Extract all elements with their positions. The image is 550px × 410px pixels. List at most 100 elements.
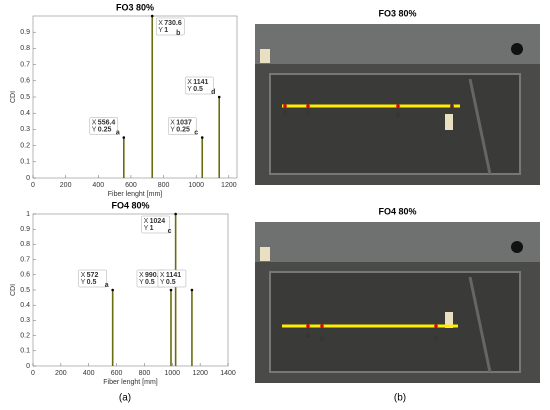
fiber-marker	[434, 324, 438, 328]
y-tick-label: 0.2	[20, 332, 30, 339]
y-tick-label: 0.7	[20, 256, 30, 263]
datatip-y-value: 0.5	[145, 279, 155, 286]
y-tick-label: 0.9	[20, 29, 30, 36]
datatip-y-value: 0.25	[98, 126, 112, 133]
fiber-marker	[450, 104, 454, 108]
y-tick-label: 0.4	[20, 110, 30, 117]
y-tick-label: 0.1	[20, 159, 30, 166]
datatip-x-value: 1037	[176, 119, 192, 126]
fiber-marker-label: a	[306, 332, 310, 339]
x-tick-label: 0	[31, 182, 35, 189]
datatip-x-value: 556.4	[98, 119, 116, 126]
datatip-y-label: Y	[81, 279, 86, 286]
y-tick-label: 0.4	[20, 302, 30, 309]
y-tick-label: 0.6	[20, 78, 30, 85]
datatip-x-label: X	[158, 20, 163, 27]
datatip-x-label: X	[92, 119, 97, 126]
datatip	[184, 76, 214, 95]
x-tick-label: 1200	[221, 182, 237, 189]
datatip-x-label: X	[139, 272, 144, 279]
stem-point	[190, 288, 194, 292]
datatip-y-label: Y	[160, 279, 165, 286]
point-label: d	[211, 89, 215, 96]
x-tick-label: 0	[31, 370, 35, 377]
stem-point	[111, 288, 114, 292]
datatip-y-value: 0.5	[193, 86, 203, 93]
x-tick-label: 1000	[188, 182, 204, 189]
y-tick-label: 0	[26, 175, 30, 182]
tape	[260, 247, 270, 261]
x-tick-label: 400	[92, 182, 104, 189]
knob	[511, 43, 523, 55]
fiber-marker	[320, 324, 324, 328]
tape	[260, 49, 270, 63]
datatip-x-label: X	[144, 218, 149, 225]
tape	[445, 312, 453, 328]
datatip-x-label: X	[187, 79, 192, 86]
point-label: c	[168, 228, 172, 235]
datatip	[157, 269, 187, 288]
fiber-marker-label: a	[450, 103, 454, 110]
datatip-x-label: X	[160, 272, 165, 279]
datatip-y-label: Y	[158, 27, 163, 34]
stem-point	[122, 136, 126, 139]
y-tick-label: 0.3	[20, 317, 30, 324]
datatip	[155, 17, 185, 36]
y-tick-label: 0.7	[20, 61, 30, 68]
x-axis-label: Fiber lenght [mm]	[103, 379, 158, 386]
chart-title: FO4 80%	[111, 200, 149, 210]
x-tick-label: 800	[158, 182, 170, 189]
datatip-y-label: Y	[170, 126, 175, 133]
plot-area	[32, 15, 238, 179]
y-tick-label: 0.9	[20, 226, 30, 233]
y-axis-label: CDI	[10, 284, 17, 296]
y-tick-label: 0.8	[20, 241, 30, 248]
datatip	[89, 117, 119, 135]
datatip-x-label: X	[170, 119, 175, 126]
datatip-x-value: 572	[87, 272, 99, 279]
photo-table	[269, 73, 521, 175]
point-label: a	[105, 282, 109, 289]
fiber-marker-label: c	[434, 335, 438, 342]
photo-title: FO3 80%	[378, 8, 416, 18]
plot-area	[32, 213, 229, 367]
datatip-x-value: 1024	[150, 218, 166, 225]
datatip-y-value: 1	[164, 27, 168, 34]
fiber-marker-label: b	[320, 336, 324, 343]
photo-frame	[255, 24, 540, 64]
x-tick-label: 400	[83, 370, 95, 377]
datatip-y-value: 0.5	[166, 279, 176, 286]
point-label: b	[176, 30, 180, 37]
y-axis-label: CDI	[10, 91, 17, 103]
x-axis-label: Fiber lenght [mm]	[108, 191, 163, 198]
fiber-marker	[306, 324, 310, 328]
panel-label: (b)	[394, 393, 406, 404]
stem-point	[150, 14, 154, 18]
datatip-y-value: 0.25	[176, 126, 190, 133]
x-tick-label: 200	[55, 370, 67, 377]
x-tick-label: 600	[125, 182, 137, 189]
datatip-y-label: Y	[187, 86, 192, 93]
stem-point	[174, 212, 177, 216]
datatip-x-value: 990.6	[145, 272, 163, 279]
datatip-y-value: 1	[150, 225, 154, 232]
datatip-y-value: 0.5	[87, 279, 97, 286]
y-tick-label: 0.1	[20, 348, 30, 355]
stem-point	[217, 95, 221, 99]
datatip	[167, 117, 197, 135]
stem-point	[169, 288, 173, 292]
y-tick-label: 0	[26, 363, 30, 370]
datatip-x-label: X	[81, 272, 86, 279]
x-tick-label: 200	[60, 182, 72, 189]
datatip-y-label: Y	[92, 126, 97, 133]
tape	[445, 114, 453, 130]
panel-label: (a)	[119, 393, 131, 404]
datatip-x-value: 1141	[193, 79, 208, 86]
point-label: a	[116, 129, 120, 136]
y-tick-label: 1	[26, 211, 30, 218]
fiber-marker-label: d	[283, 110, 287, 117]
photo-frame	[255, 222, 540, 262]
datatip	[141, 215, 170, 234]
photo-table	[269, 271, 521, 373]
fiber-marker-label: c	[306, 110, 310, 117]
